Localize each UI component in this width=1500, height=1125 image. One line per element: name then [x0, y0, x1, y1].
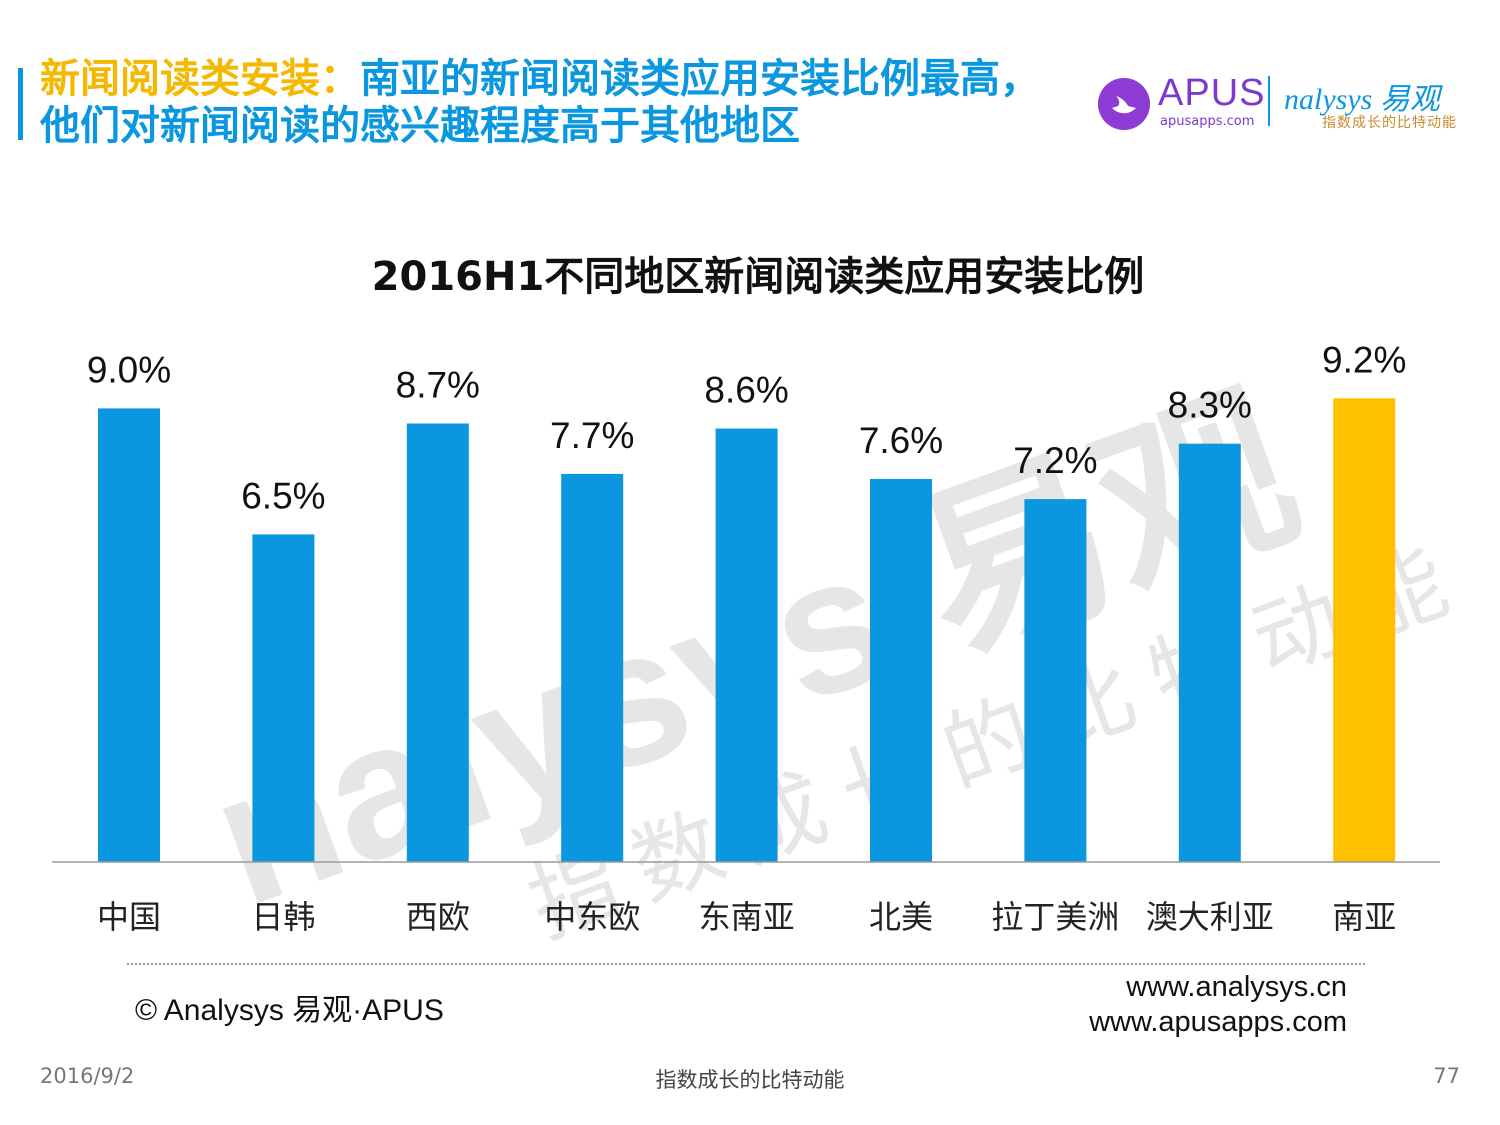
apus-url: apusapps.com	[1160, 114, 1255, 129]
footer-date: 2016/9/2	[40, 1064, 135, 1088]
chart-title: 2016H1不同地区新闻阅读类应用安装比例	[371, 254, 1145, 300]
apus-logo-icon	[1098, 78, 1150, 130]
data-label-5: 8.6%	[704, 370, 788, 411]
title-statement: 南亚的新闻阅读类应用安装比例最高，他们对新闻阅读的感兴趣程度高于其他地区	[40, 56, 1040, 149]
bar-7	[1024, 499, 1087, 862]
category-label-2: 日韩	[251, 898, 315, 936]
analysys-url-link[interactable]: www.analysys.cn	[1126, 971, 1347, 1003]
title-accent-bar	[18, 68, 23, 140]
category-label-1: 中国	[97, 898, 161, 936]
page-number: 77	[1433, 1064, 1460, 1088]
data-label-8: 8.3%	[1168, 385, 1252, 426]
copyright-text: © Analysys 易观·APUS	[135, 994, 444, 1027]
logo-area: APUS apusapps.com nalysys 易观 指数成长的比特动能	[1098, 70, 1478, 136]
source-urls: www.analysys.cn www.apusapps.com	[1000, 970, 1347, 1040]
category-label-8: 澳大利亚	[1146, 898, 1274, 936]
analysys-tagline: 指数成长的比特动能	[1322, 115, 1457, 131]
apus-wordmark: APUS	[1158, 72, 1266, 114]
bar-5	[715, 428, 778, 862]
bar-chart: 9.0% 6.5% 8.7% 7.7% 8.6% 7.6% 7.2% 8.3% 9.2% 中国 日…	[52, 339, 1440, 936]
bar-9	[1333, 398, 1396, 862]
data-label-2: 6.5%	[241, 475, 325, 516]
logo-divider	[1268, 76, 1270, 126]
data-label-6: 7.6%	[859, 420, 943, 461]
bar-2	[252, 534, 315, 862]
category-label-6: 北美	[869, 898, 933, 936]
bar-1	[98, 408, 160, 862]
category-label-5: 东南亚	[699, 898, 795, 936]
data-label-9: 9.2%	[1322, 339, 1406, 380]
data-label-7: 7.2%	[1013, 440, 1097, 481]
apus-url-link[interactable]: www.apusapps.com	[1089, 1006, 1347, 1038]
category-label-4: 中东欧	[544, 898, 640, 936]
source-divider	[127, 963, 1365, 965]
bar-8	[1178, 443, 1241, 862]
category-label-3: 西欧	[406, 898, 470, 936]
bar-3	[406, 423, 469, 862]
bar-6	[870, 478, 932, 862]
footer-tagline: 指数成长的比特动能	[655, 1068, 845, 1092]
data-label-4: 7.7%	[550, 415, 634, 456]
bar-4	[561, 473, 624, 862]
data-label-1: 9.0%	[87, 349, 171, 390]
title-topic: 新闻阅读类安装：	[40, 56, 360, 102]
analysys-wordmark: nalysys 易观	[1284, 83, 1440, 116]
category-label-7: 拉丁美洲	[991, 898, 1119, 936]
page-title: 新闻阅读类安装：南亚的新闻阅读类应用安装比例最高，他们对新闻阅读的感兴趣程度高于…	[40, 56, 1050, 150]
data-label-3: 8.7%	[396, 365, 480, 406]
category-label-9: 南亚	[1332, 898, 1396, 936]
